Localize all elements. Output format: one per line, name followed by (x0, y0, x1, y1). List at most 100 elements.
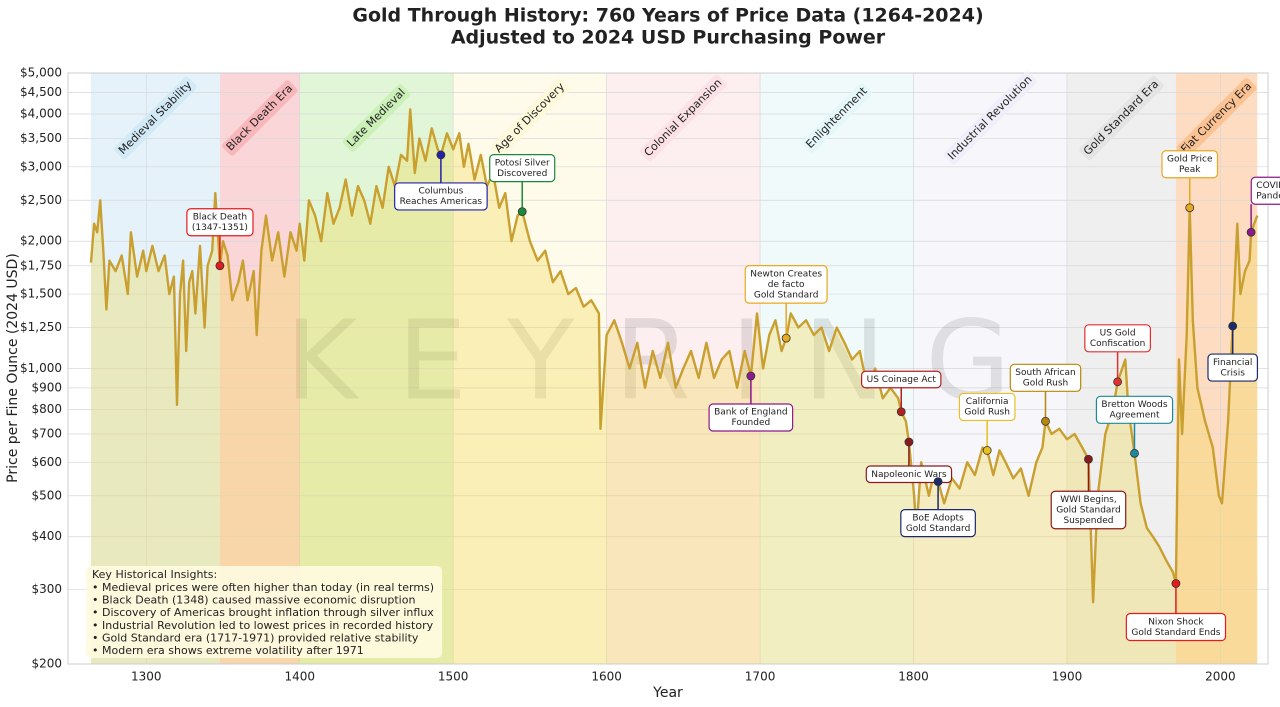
era-label-box (801, 82, 872, 154)
insights-item: • Industrial Revolution led to lowest pr… (92, 619, 434, 632)
event-marker (1246, 227, 1256, 237)
y-tick-label: $1,250 (20, 320, 62, 334)
y-tick-label: $3,500 (20, 131, 62, 145)
event-marker (1041, 416, 1050, 426)
y-tick-label: $4,000 (20, 106, 62, 120)
event-label: Pandemic (1256, 192, 1280, 202)
y-tick-label: $4,500 (20, 85, 62, 99)
event-label: Nixon Shock (1148, 617, 1204, 627)
y-tick-label: $800 (31, 402, 62, 416)
y-tick-label: $500 (31, 488, 62, 502)
event-label: Bretton Woods (1101, 400, 1167, 410)
event-box (1009, 363, 1082, 392)
insights-item: • Discovery of Americas brought inflatio… (92, 606, 434, 619)
era-label-box (114, 76, 197, 160)
event-box (1161, 150, 1219, 179)
y-tick-label: $1,000 (20, 361, 62, 375)
watermark: KEYRING (285, 296, 1050, 424)
event-label: Bank of England (714, 408, 788, 418)
event-label: Peak (1179, 165, 1201, 175)
y-axis-label: Price per Fine Ounce (2024 USD) (5, 253, 21, 483)
event-marker (904, 437, 914, 447)
chart-subtitle: Adjusted to 2024 USD Purchasing Power (451, 27, 886, 49)
event-label: Gold Price (1167, 155, 1213, 165)
x-tick-label: 1300 (131, 670, 162, 684)
event-box (900, 509, 976, 538)
event-marker (746, 371, 756, 381)
event-label: Crisis (1221, 368, 1246, 378)
event-label: Gold Standard (1056, 506, 1121, 516)
event-box (708, 403, 794, 432)
era-label-box (490, 78, 570, 158)
event-label: de facto (768, 280, 805, 290)
event-label: Gold Standard (906, 524, 971, 534)
insights-box (86, 566, 443, 658)
y-tick-label: $1,750 (20, 258, 62, 272)
era-label-box (1176, 78, 1257, 158)
event-marker (1084, 454, 1093, 464)
event-label: Confiscation (1090, 339, 1146, 349)
plot-frame (67, 72, 1269, 665)
event-label: (1347-1351) (192, 223, 248, 233)
event-box (861, 370, 942, 389)
x-axis-label: Year (652, 685, 683, 701)
event-marker (982, 446, 992, 455)
event-box (744, 265, 828, 304)
event-marker (1171, 579, 1181, 588)
event-marker (1185, 203, 1195, 213)
y-tick-label: $2,000 (20, 234, 62, 248)
y-tick-label: $5,000 (20, 66, 62, 80)
event-label: Gold Standard (754, 290, 819, 300)
x-tick-label: 1700 (745, 670, 776, 684)
event-label: Reaches Americas (400, 197, 483, 207)
insights-item: • Black Death (1348) caused massive econ… (92, 594, 415, 607)
event-label: Discovered (497, 169, 547, 179)
event-label: Suspended (1063, 516, 1113, 526)
insights-title: Key Historical Insights: (92, 568, 217, 581)
y-tick-label: $3,000 (20, 159, 62, 173)
event-marker (1228, 321, 1238, 331)
event-box (1084, 324, 1151, 353)
insights-item: • Medieval prices were often higher than… (92, 581, 434, 594)
x-tick-label: 2000 (1205, 670, 1236, 684)
x-tick-label: 1600 (591, 670, 622, 684)
event-box (1207, 353, 1259, 382)
y-tick-label: $300 (31, 582, 62, 596)
insights-item: • Gold Standard era (1717-1971) provided… (92, 631, 419, 644)
x-tick-label: 1900 (1052, 670, 1083, 684)
event-label: US Coinage Act (867, 375, 937, 385)
event-marker (1113, 377, 1123, 387)
event-label: Napoleonic Wars (871, 470, 947, 480)
event-annotation: Black Death(1347-1351) (186, 208, 254, 237)
x-tick-label: 1800 (898, 670, 929, 684)
y-tick-label: $1,500 (20, 287, 62, 301)
y-tick-label: $700 (31, 426, 62, 440)
price-line (89, 108, 1259, 604)
event-label: Gold Standard Ends (1131, 628, 1220, 638)
event-marker (896, 407, 906, 417)
event-box (489, 154, 556, 183)
event-label: Potosí Silver (495, 158, 550, 168)
event-marker (517, 207, 527, 217)
event-label: Financial (1213, 358, 1252, 368)
event-label: Black Death (193, 213, 247, 223)
insights-item: • Modern era shows extreme volatility af… (92, 644, 364, 657)
era-label-box (342, 84, 411, 152)
event-label: BoE Adopts (912, 513, 964, 523)
event-marker (436, 150, 446, 160)
event-marker (215, 261, 225, 271)
event-label: South African (1015, 368, 1075, 378)
event-label: Founded (731, 418, 770, 428)
event-marker (933, 477, 943, 487)
chart-title: Gold Through History: 760 Years of Price… (352, 5, 983, 27)
y-tick-label: $2,500 (20, 193, 62, 207)
